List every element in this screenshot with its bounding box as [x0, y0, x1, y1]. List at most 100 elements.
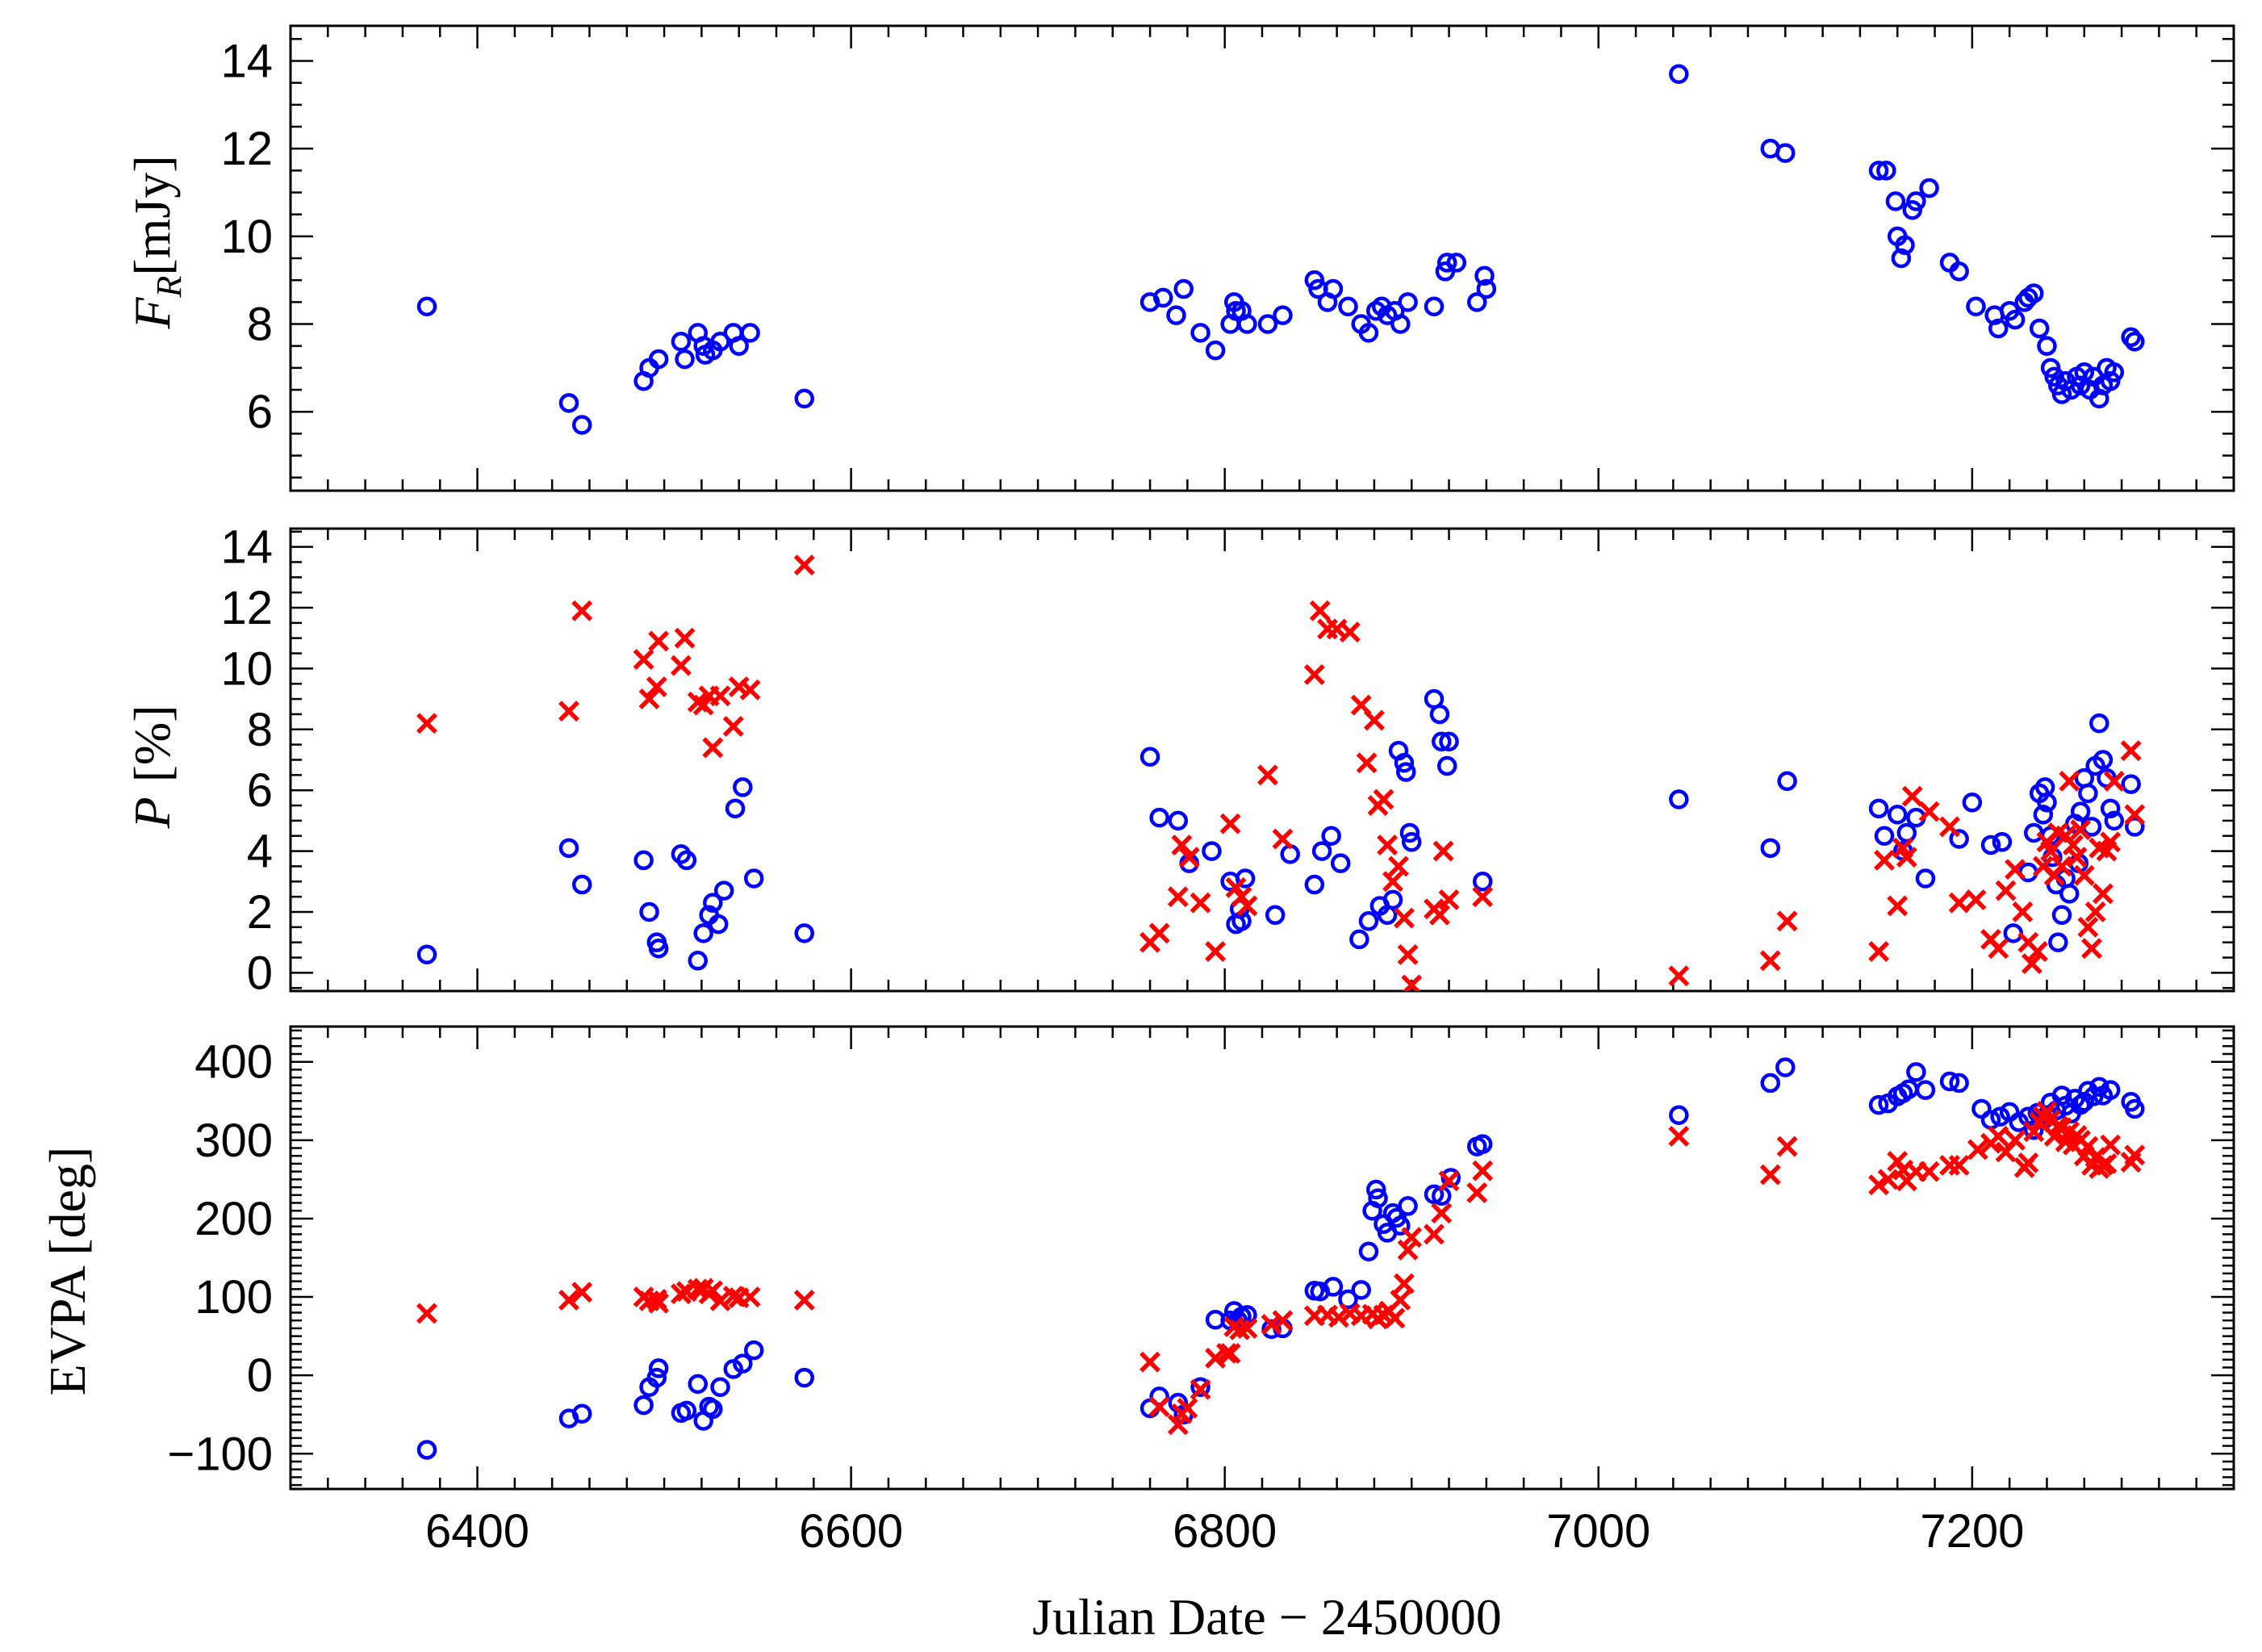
- data-point-circle: [671, 331, 692, 352]
- data-point-cross: [2084, 901, 2106, 922]
- data-point-circle: [1237, 314, 1257, 334]
- data-point-circle: [693, 923, 713, 943]
- data-point-circle: [676, 850, 697, 871]
- data-point-cross: [1309, 600, 1331, 621]
- data-point-cross: [2081, 938, 2102, 960]
- data-point-cross: [2120, 740, 2142, 762]
- data-point-circle: [633, 850, 654, 871]
- data-point-circle: [725, 798, 746, 819]
- data-point-cross: [1438, 1170, 1460, 1192]
- data-point-cross: [638, 688, 660, 710]
- data-point-circle: [1962, 793, 1983, 813]
- data-point-cross: [633, 649, 654, 671]
- data-point-cross: [2092, 883, 2114, 905]
- data-point-circle: [2093, 750, 2114, 770]
- data-point-circle: [2100, 798, 2121, 819]
- data-point-circle: [1190, 323, 1210, 343]
- data-point-cross: [1382, 871, 1404, 893]
- data-point-cross: [1896, 847, 1917, 868]
- data-point-circle: [1321, 826, 1341, 846]
- data-point-circle: [1323, 278, 1344, 299]
- data-point-cross: [2073, 864, 2095, 886]
- data-point-circle: [1273, 305, 1293, 325]
- x-tick-label: 6600: [799, 1505, 903, 1558]
- data-point-circle: [1472, 1134, 1493, 1154]
- data-point-cross: [1776, 910, 1798, 932]
- plot-frame: [289, 527, 2235, 993]
- data-point-circle: [1760, 1073, 1781, 1094]
- data-point-circle: [1338, 1289, 1358, 1310]
- data-point-cross: [646, 676, 667, 697]
- data-point-cross: [674, 627, 696, 649]
- data-point-circle: [1474, 266, 1495, 286]
- x-tick-label: 6800: [1173, 1505, 1277, 1558]
- data-point-circle: [1311, 841, 1332, 861]
- data-point-circle: [2104, 362, 2125, 383]
- data-point-cross: [648, 630, 670, 652]
- data-point-circle: [416, 1440, 437, 1460]
- data-point-cross: [670, 1283, 692, 1305]
- data-point-cross: [1668, 965, 1690, 987]
- data-point-cross: [1236, 895, 1258, 917]
- data-point-circle: [2100, 1080, 2121, 1100]
- data-point-cross: [2096, 1153, 2118, 1174]
- data-point-circle: [794, 923, 814, 943]
- data-point-cross: [1759, 950, 1781, 972]
- data-point-circle: [1168, 810, 1189, 831]
- data-point-circle: [1777, 771, 1797, 792]
- data-point-circle: [1966, 296, 1986, 317]
- data-point-circle: [1775, 143, 1796, 163]
- data-point-circle: [794, 1367, 814, 1388]
- data-point-cross: [2077, 916, 2099, 938]
- data-point-cross: [2066, 847, 2088, 868]
- data-point-circle: [1358, 323, 1379, 343]
- data-point-circle: [1436, 253, 1457, 273]
- data-point-cross: [1967, 1139, 1988, 1161]
- data-point-cross: [1205, 1347, 1227, 1369]
- data-point-circle: [1399, 822, 1420, 843]
- data-point-cross: [2124, 1144, 2146, 1166]
- y-tick-label: 6: [247, 386, 273, 438]
- data-point-circle: [1265, 905, 1286, 926]
- data-point-circle: [1202, 841, 1222, 861]
- data-point-cross: [1178, 847, 1200, 868]
- y-tick-label: 400: [194, 1036, 273, 1089]
- data-point-cross: [2077, 1135, 2099, 1157]
- data-point-circle: [2048, 932, 2068, 952]
- data-point-circle: [1257, 314, 1278, 334]
- pol-ylabel: P [%]: [123, 705, 181, 829]
- data-point-circle: [1919, 178, 1939, 199]
- data-point-circle: [794, 388, 814, 409]
- evpa-ylabel: EVPA [deg]: [39, 1147, 96, 1396]
- data-point-circle: [703, 893, 723, 913]
- data-point-circle: [1915, 1080, 1936, 1100]
- y-tick-label: 12: [220, 123, 273, 175]
- data-point-cross: [2005, 859, 2026, 880]
- data-point-cross: [1401, 974, 1423, 991]
- data-point-circle: [1939, 1071, 1960, 1092]
- data-point-circle: [1424, 1184, 1445, 1205]
- data-point-circle: [571, 874, 592, 895]
- data-point-circle: [740, 323, 760, 343]
- data-point-circle: [648, 1358, 669, 1378]
- y-tick-label: 10: [220, 642, 273, 695]
- data-point-circle: [1351, 1280, 1371, 1300]
- pol-ylabel-main: P: [123, 797, 181, 829]
- data-point-circle: [571, 1403, 592, 1424]
- data-point-cross: [2124, 804, 2146, 826]
- data-point-circle: [416, 296, 437, 317]
- data-point-cross: [1948, 1154, 1970, 1176]
- data-point-circle: [2125, 331, 2145, 352]
- data-point-cross: [1965, 889, 1987, 910]
- data-point-circle: [1390, 314, 1411, 334]
- data-point-cross: [1776, 1135, 1798, 1157]
- data-point-circle: [1669, 789, 1689, 809]
- data-point-cross: [1219, 1343, 1241, 1364]
- flux-ylabel-main: F: [123, 297, 181, 330]
- data-point-circle: [1153, 287, 1173, 308]
- y-tick-label: 12: [220, 582, 273, 634]
- data-point-cross: [1167, 886, 1189, 908]
- y-tick-label: 4: [247, 826, 273, 878]
- data-point-cross: [1668, 1126, 1690, 1147]
- data-point-circle: [1261, 1319, 1282, 1340]
